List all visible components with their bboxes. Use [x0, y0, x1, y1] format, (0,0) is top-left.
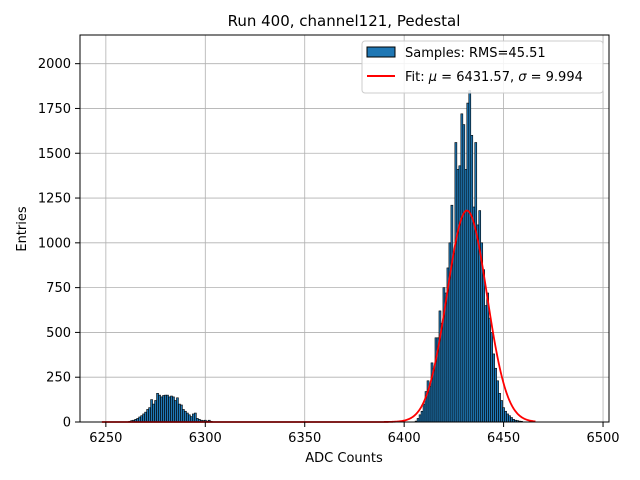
chart-title: Run 400, channel121, Pedestal — [228, 12, 461, 30]
x-tick-label: 6450 — [487, 431, 520, 446]
y-tick-label: 1250 — [38, 192, 71, 207]
y-tick-label: 1750 — [38, 102, 71, 117]
y-axis-ticks: 0 250 500 750 1000 1250 1500 1750 2000 — [38, 57, 80, 431]
x-tick-label: 6500 — [586, 431, 619, 446]
y-tick-label: 250 — [46, 371, 71, 386]
legend-samples-swatch — [366, 46, 396, 58]
x-tick-label: 6350 — [288, 431, 321, 446]
y-tick-label: 2000 — [38, 57, 71, 72]
y-tick-label: 0 — [63, 416, 71, 431]
plot-frame — [79, 34, 610, 423]
x-axis-ticks: 6250 6300 6350 6400 6450 6500 — [89, 422, 620, 446]
x-tick-label: 6250 — [89, 431, 122, 446]
x-axis-label: ADC Counts — [305, 451, 383, 466]
y-tick-label: 1000 — [38, 236, 71, 251]
grid — [80, 35, 609, 423]
legend-fit-label: Fit: μ = 6431.57, σ = 9.994 — [405, 70, 583, 85]
y-tick-label: 750 — [46, 281, 71, 296]
x-tick-label: 6300 — [189, 431, 222, 446]
y-axis-label: Entries — [15, 206, 30, 252]
y-tick-label: 1500 — [38, 147, 71, 162]
legend-box — [361, 40, 604, 94]
legend: Samples: RMS=45.51 Fit: μ = 6431.57, σ =… — [361, 40, 604, 94]
x-tick-label: 6400 — [388, 431, 421, 446]
legend-samples-label: Samples: RMS=45.51 — [405, 46, 546, 61]
y-tick-label: 500 — [46, 326, 71, 341]
